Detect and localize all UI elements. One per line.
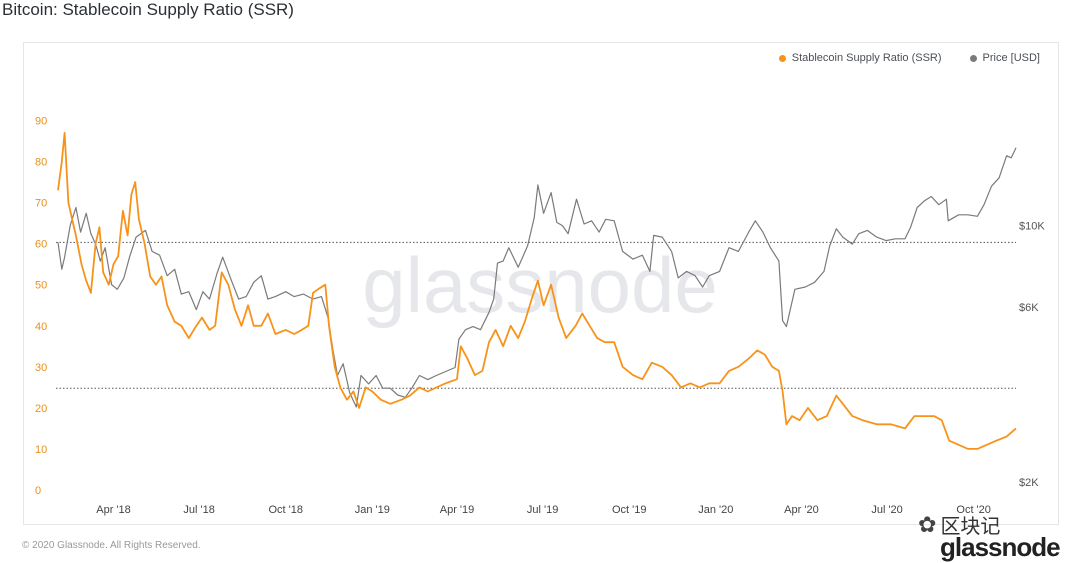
legend-dot-ssr-icon [778, 54, 786, 62]
legend-item-ssr[interactable]: Stablecoin Supply Ratio (SSR) [778, 52, 942, 64]
chart-panel [23, 42, 1059, 525]
chart-svg: glassnode 0 10 20 30 40 50 60 70 80 90 $2K $6K $10K… [35, 116, 1045, 516]
y-right-tick-label: $6K [1019, 302, 1039, 314]
series-group [57, 131, 1017, 450]
x-tick-label: Oct '20 [956, 504, 991, 516]
y-left-tick-label: 60 [35, 239, 47, 251]
watermark: glassnode [362, 241, 718, 329]
x-tick-label: Jan '20 [698, 504, 733, 516]
y-right-tick-label: $2K [1019, 477, 1039, 489]
x-tick-label: Apr '20 [784, 504, 819, 516]
wechat-label: 区块记 [940, 516, 1001, 538]
y-axis-right: $2K $6K $10K [1019, 221, 1045, 489]
page-title: Bitcoin: Stablecoin Supply Ratio (SSR) [2, 0, 294, 19]
y-left-tick-label: 50 [35, 280, 47, 292]
y-left-tick-label: 0 [35, 485, 41, 497]
legend-dot-price-icon [969, 54, 977, 62]
y-left-tick-label: 90 [35, 116, 47, 128]
y-left-tick-label: 80 [35, 157, 47, 169]
x-tick-label: Oct '19 [612, 504, 647, 516]
x-tick-label: Jul '19 [527, 504, 558, 516]
x-tick-label: Oct '18 [268, 504, 303, 516]
x-tick-label: Jan '19 [355, 504, 390, 516]
legend-item-price[interactable]: Price [USD] [969, 52, 1040, 64]
y-left-tick-label: 40 [35, 321, 47, 333]
y-left-tick-label: 70 [35, 198, 47, 210]
reference-lines [56, 241, 1016, 389]
chart-legend: Stablecoin Supply Ratio (SSR) Price [USD… [778, 52, 1040, 64]
legend-label-ssr: Stablecoin Supply Ratio (SSR) [791, 52, 942, 64]
copyright-footer: © 2020 Glassnode. All Rights Reserved. [22, 540, 201, 551]
legend-label-price: Price [USD] [982, 52, 1040, 64]
y-left-tick-label: 10 [35, 444, 47, 456]
y-left-tick-label: 30 [35, 362, 47, 374]
x-tick-label: Jul '18 [183, 504, 214, 516]
x-tick-label: Apr '18 [96, 504, 131, 516]
wechat-watermark: ✿ 区块记 [918, 510, 1000, 539]
y-axis-left: 0 10 20 30 40 50 60 70 80 90 [35, 116, 47, 497]
series-line-price [57, 147, 1017, 408]
x-axis: Apr '18 Jul '18 Oct '18 Jan '19 Apr '19 Jul '… [96, 504, 991, 516]
wechat-icon: ✿ [918, 511, 937, 537]
x-tick-label: Apr '19 [440, 504, 475, 516]
x-tick-label: Jul '20 [871, 504, 902, 516]
y-right-tick-label: $10K [1019, 221, 1045, 233]
series-line-ssr [57, 131, 1017, 450]
y-left-tick-label: 20 [35, 403, 47, 415]
